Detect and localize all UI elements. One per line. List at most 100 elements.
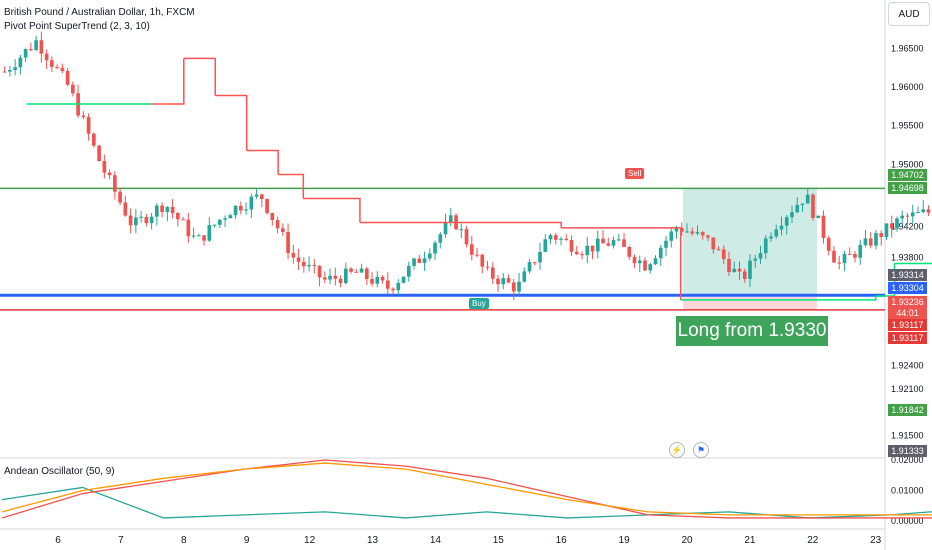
candle-body	[343, 268, 348, 283]
candle-body	[742, 271, 747, 279]
candle-body	[186, 219, 191, 237]
candle-body	[548, 235, 553, 240]
oscillator-line	[1, 486, 932, 519]
candle-body	[202, 235, 206, 241]
candle-body	[590, 245, 595, 252]
candle-body	[396, 282, 401, 291]
osc-y-tick-label: 0.00000	[891, 516, 924, 526]
x-tick-label: 23	[870, 535, 882, 546]
candle-body	[490, 267, 495, 279]
candle-body	[139, 216, 143, 218]
candle-body	[254, 194, 259, 197]
countdown-label: 44:01	[888, 307, 927, 319]
candle-body	[858, 245, 863, 258]
y-tick-label: 1.92400	[891, 361, 924, 371]
candle-body	[280, 228, 285, 232]
candle-body	[459, 229, 464, 231]
candle-body	[144, 216, 149, 224]
candle-body	[622, 239, 626, 247]
oscillator-line	[1, 459, 932, 519]
osc-y-tick-label: 0.02000	[891, 455, 924, 465]
candle-body	[732, 268, 737, 273]
candle-body	[443, 222, 448, 235]
x-tick-label: 16	[556, 535, 568, 546]
candle-body	[228, 215, 233, 219]
candle-body	[485, 266, 490, 268]
candle-body	[695, 232, 700, 234]
candle-body	[65, 71, 70, 85]
candle-body	[690, 231, 695, 234]
candle-body	[312, 264, 317, 266]
candle-body	[338, 278, 343, 283]
candle-body	[784, 217, 789, 226]
candle-body	[349, 268, 353, 272]
candle-body	[113, 175, 117, 192]
y-tick-label: 1.94200	[891, 221, 924, 231]
flash-icon[interactable]: ⚡	[669, 442, 685, 458]
x-tick-label: 6	[55, 535, 61, 546]
candle-body	[879, 233, 884, 237]
sell-tag: Sell	[625, 168, 645, 179]
y-tick-label: 1.95000	[891, 159, 924, 169]
candle-body	[648, 264, 653, 271]
price-label-4: 1.93304	[888, 282, 927, 294]
candle-body	[270, 212, 275, 221]
supertrend-segment	[246, 149, 279, 175]
candle-body	[637, 260, 642, 264]
x-tick-label: 19	[619, 535, 631, 546]
candle-body	[816, 215, 821, 218]
supertrend-segment	[529, 221, 562, 228]
candle-body	[469, 244, 474, 255]
x-tick-label: 14	[430, 535, 442, 546]
flag-icon[interactable]: ⚑	[693, 442, 709, 458]
supertrend-segment	[278, 173, 305, 199]
candle-body	[832, 250, 836, 263]
candle-body	[92, 133, 96, 146]
candle-body	[916, 212, 920, 214]
candle-body	[134, 217, 138, 226]
candle-body	[118, 191, 122, 203]
oscillator-line	[1, 462, 932, 516]
candle-body	[559, 238, 563, 240]
candle-body	[910, 212, 915, 217]
long-annotation: Long from 1.9330	[676, 316, 828, 346]
supertrend-segment	[894, 262, 932, 265]
x-tick-label: 8	[181, 535, 187, 546]
currency-selector[interactable]: AUD	[888, 2, 930, 26]
candle-body	[721, 249, 726, 259]
buy-tag: Buy	[469, 298, 489, 309]
candle-body	[585, 245, 590, 256]
candle-body	[275, 220, 280, 229]
candle-body	[13, 67, 17, 71]
osc-y-tick-label: 0.01000	[891, 486, 924, 496]
y-tick-label: 1.95500	[891, 121, 924, 131]
candle-body	[55, 66, 59, 68]
x-tick-label: 13	[367, 535, 379, 546]
candle-body	[296, 257, 301, 262]
candle-body	[532, 262, 537, 264]
candle-body	[50, 60, 54, 67]
candle-body	[805, 194, 810, 204]
candle-body	[685, 231, 689, 233]
candle-body	[207, 225, 212, 241]
candle-body	[884, 223, 889, 237]
candle-body	[322, 277, 327, 280]
candle-body	[868, 238, 873, 246]
candle-body	[569, 240, 574, 252]
x-tick-label: 21	[744, 535, 756, 546]
candle-body	[758, 253, 763, 259]
candle-body	[811, 194, 815, 218]
price-label-10: 1.91333	[888, 445, 927, 457]
candle-body	[417, 258, 422, 263]
symbol-title: British Pound / Australian Dollar, 1h, F…	[4, 7, 195, 18]
y-tick-label: 1.96500	[891, 43, 924, 53]
candle-body	[401, 276, 406, 283]
candle-body	[8, 70, 12, 72]
candle-body	[391, 288, 395, 291]
candle-body	[385, 280, 390, 289]
candle-body	[774, 229, 779, 237]
candle-body	[564, 238, 569, 241]
candle-body	[921, 209, 926, 213]
x-tick-label: 22	[807, 535, 819, 546]
